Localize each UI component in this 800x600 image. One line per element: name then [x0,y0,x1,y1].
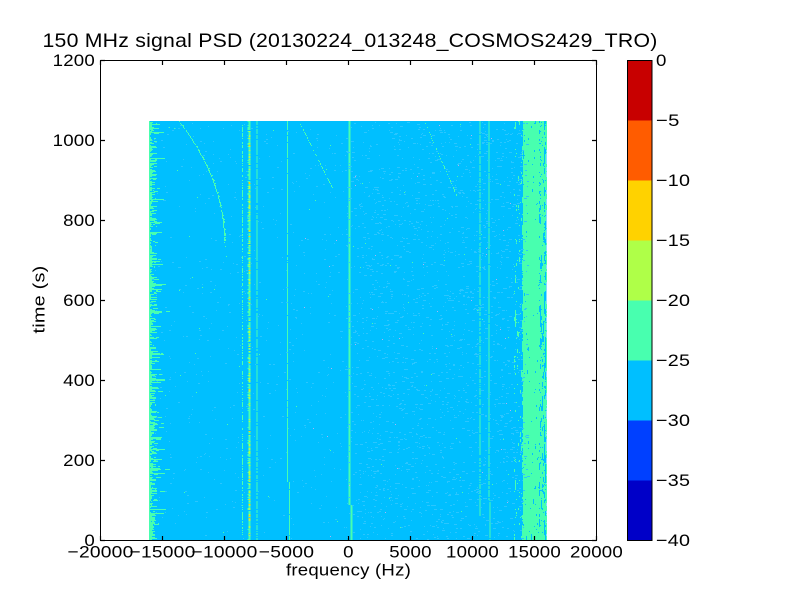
svg-text:−15: −15 [656,231,690,250]
svg-text:0: 0 [84,531,95,550]
svg-text:400: 400 [63,371,95,390]
svg-text:1000: 1000 [53,131,95,150]
svg-text:−40: −40 [656,531,690,550]
svg-text:800: 800 [63,211,95,230]
svg-text:−20: −20 [656,291,690,310]
svg-text:−30: −30 [656,411,690,430]
svg-text:−25: −25 [656,351,690,370]
svg-text:0: 0 [656,51,667,70]
svg-text:600: 600 [63,291,95,310]
svg-text:−10000: −10000 [192,543,258,562]
svg-text:frequency (Hz): frequency (Hz) [286,561,411,580]
svg-text:−35: −35 [656,471,690,490]
svg-text:150 MHz signal PSD (20130224_0: 150 MHz signal PSD (20130224_013248_COSM… [43,30,658,52]
svg-text:−10: −10 [656,171,690,190]
svg-text:−5000: −5000 [259,543,314,562]
svg-text:15000: 15000 [508,543,561,562]
svg-text:−20000: −20000 [68,543,134,562]
svg-text:10000: 10000 [446,543,499,562]
svg-text:time (s): time (s) [30,266,49,334]
svg-text:0: 0 [343,543,354,562]
svg-text:5000: 5000 [389,543,431,562]
svg-text:−15000: −15000 [130,543,196,562]
svg-text:200: 200 [63,451,95,470]
svg-text:−5: −5 [656,111,680,130]
svg-text:1200: 1200 [53,51,95,70]
svg-text:20000: 20000 [570,543,623,562]
